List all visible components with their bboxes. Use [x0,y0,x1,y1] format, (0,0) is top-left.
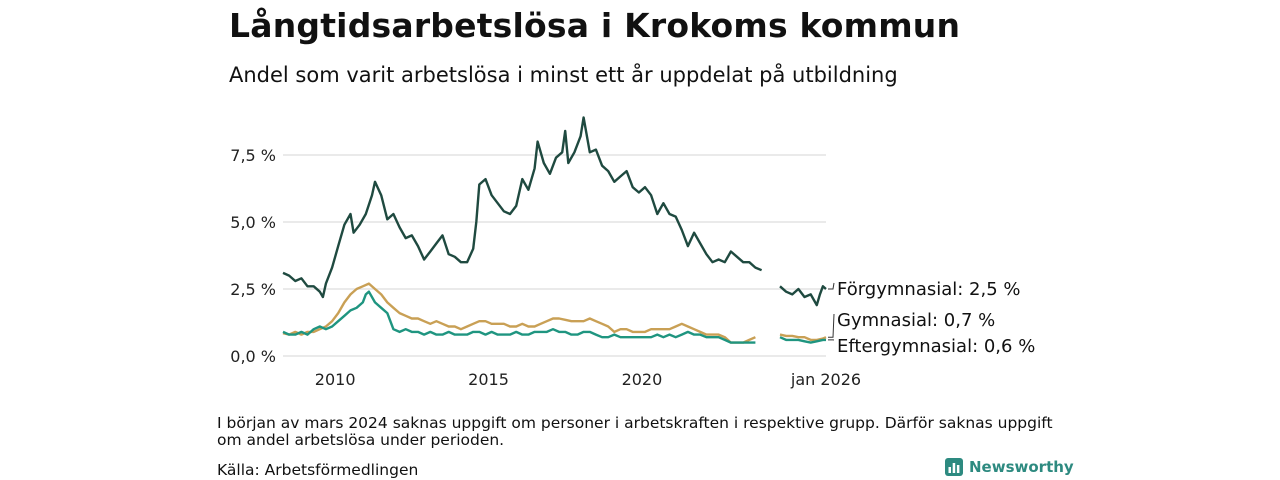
footnote: I början av mars 2024 saknas uppgift om … [217,414,1053,449]
y-tick-label: 2,5 % [230,280,276,299]
x-tick-label: 2010 [315,370,356,389]
bar-chart-icon [945,458,963,476]
brand-name: Newsworthy [969,458,1074,476]
series-end-label-gymnasial: Gymnasial: 0,7 % [837,310,995,331]
series-line-gymnasial [282,282,756,344]
line-chart: 0,0 % 2,5 % 5,0 % 7,5 % 2010 2015 2020 jan 202… [230,116,1035,389]
series-line-gymnasial-after-gap [779,333,827,342]
chart-subtitle: Andel som varit arbetslösa i minst ett å… [229,63,898,87]
x-axis-ticks: 2010 2015 2020 jan 2026 [315,370,861,389]
series-end-label-eftergymnasial: Eftergymnasial: 0,6 % [837,336,1035,357]
chart-title: Långtidsarbetslösa i Krokoms kommun [229,6,961,45]
label-leader-line [828,313,835,338]
series-lines [282,116,827,344]
newsworthy-logo[interactable]: Newsworthy [945,458,1074,476]
x-tick-label: jan 2026 [790,370,861,389]
y-tick-label: 7,5 % [230,146,276,165]
series-line-eftergymnasial-after-gap [779,336,826,344]
label-leader-line [828,282,835,290]
y-tick-label: 5,0 % [230,213,276,232]
source-credit: Källa: Arbetsförmedlingen [217,461,419,479]
series-line-forgymnasial-after-gap [779,285,827,307]
y-tick-label: 0,0 % [230,347,276,366]
gridlines [283,154,826,357]
series-line-eftergymnasial [282,290,756,344]
series-end-labels: Förgymnasial: 2,5 % Gymnasial: 0,7 % Efter… [828,279,1035,357]
x-tick-label: 2020 [622,370,663,389]
series-line-forgymnasial [282,116,763,299]
series-end-label-forgymnasial: Förgymnasial: 2,5 % [837,279,1021,300]
x-tick-label: 2015 [468,370,509,389]
y-axis-ticks: 0,0 % 2,5 % 5,0 % 7,5 % [230,146,276,366]
